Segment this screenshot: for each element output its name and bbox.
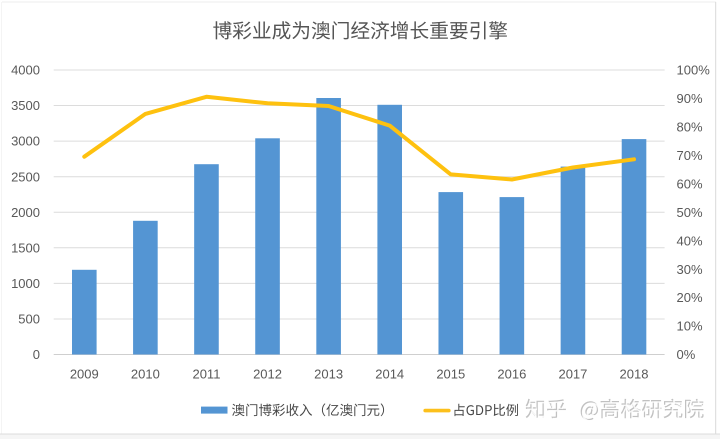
svg-text:2014: 2014 [375,367,404,382]
svg-text:2010: 2010 [131,367,160,382]
svg-text:2015: 2015 [436,367,465,382]
svg-text:2013: 2013 [314,367,343,382]
svg-text:2011: 2011 [192,367,220,382]
svg-text:2016: 2016 [497,367,526,382]
svg-text:0: 0 [33,347,40,362]
svg-text:30%: 30% [677,262,703,277]
svg-text:70%: 70% [677,148,703,163]
svg-text:2018: 2018 [620,367,649,382]
svg-text:3000: 3000 [11,134,40,149]
svg-text:20%: 20% [677,290,703,305]
svg-text:40%: 40% [677,233,703,248]
svg-text:1000: 1000 [11,276,40,291]
svg-text:4000: 4000 [11,63,40,78]
svg-text:100%: 100% [677,63,711,78]
svg-text:2000: 2000 [11,205,40,220]
svg-text:90%: 90% [677,91,703,106]
svg-text:2012: 2012 [253,367,282,382]
svg-text:500: 500 [18,312,40,327]
svg-text:50%: 50% [677,205,703,220]
svg-text:0%: 0% [677,347,696,362]
svg-text:1500: 1500 [11,240,40,255]
svg-text:10%: 10% [677,319,703,334]
svg-text:60%: 60% [677,176,703,191]
svg-text:2017: 2017 [558,367,587,382]
svg-text:80%: 80% [677,120,703,135]
svg-text:3500: 3500 [11,98,40,113]
svg-text:2009: 2009 [70,367,99,382]
svg-text:2500: 2500 [11,169,40,184]
